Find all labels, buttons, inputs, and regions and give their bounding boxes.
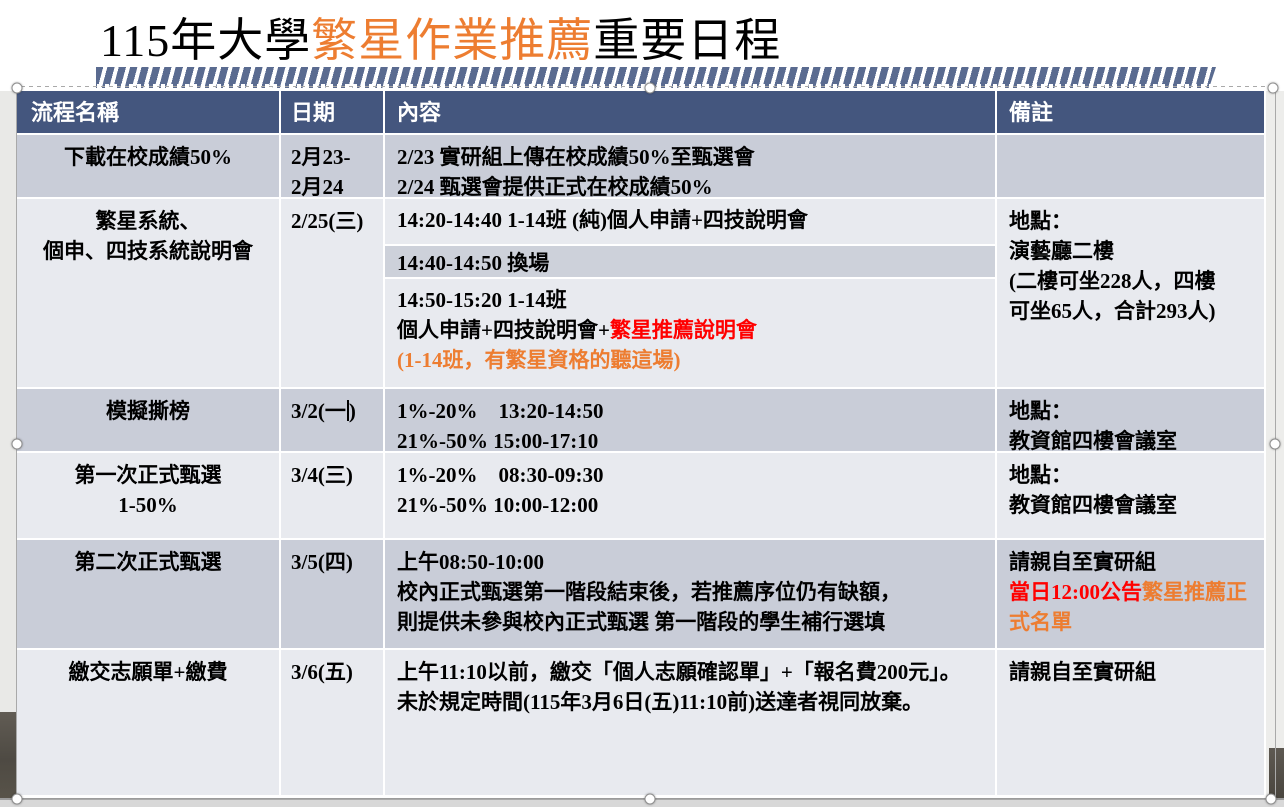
cell-content[interactable]: 2/23 實研組上傳在校成績50%至甄選會 2/24 甄選會提供正式在校成績50…	[385, 135, 997, 199]
selection-handle-top-right[interactable]	[1267, 82, 1279, 94]
cell-process-name[interactable]: 繁星系統、 個申、四技系統說明會	[17, 199, 281, 389]
cell-process-name[interactable]: 模擬撕榜	[17, 389, 281, 453]
cell-content[interactable]: 上午08:50-10:00 校內正式甄選第一階段結束後，若推薦序位仍有缺額， 則…	[385, 540, 997, 650]
orange-highlight-text: (1-14班，有繁星資格的聽這場)	[397, 348, 681, 372]
schedule-table[interactable]: 流程名稱 日期 內容 備註 下載在校成績50% 2月23- 2月24 2/23 …	[17, 91, 1266, 797]
cell-note[interactable]: 地點： 教資館四樓會議室	[997, 453, 1266, 540]
title-part-black2: 重要日程	[593, 15, 782, 66]
left-margin-strip	[0, 91, 17, 712]
cell-date[interactable]: 3/5(四)	[281, 540, 385, 650]
cell-date[interactable]: 3/4(三)	[281, 453, 385, 540]
cell-note[interactable]: 請親自至實研組 當日12:00公告繁星推薦正式名單	[997, 540, 1266, 650]
slide-title[interactable]: 115年大學繁星作業推薦重要日程	[100, 4, 781, 70]
cell-process-name[interactable]: 下載在校成績50%	[17, 135, 281, 199]
selection-handle-top-center[interactable]	[644, 82, 656, 94]
cell-content[interactable]: 14:20-14:40 1-14班 (純)個人申請+四技說明會 14:40-14…	[385, 199, 997, 389]
content-subrow[interactable]: 14:50-15:20 1-14班 個人申請+四技說明會+繁星推薦說明會 (1-…	[385, 279, 995, 387]
content-subrow[interactable]: 14:20-14:40 1-14班 (純)個人申請+四技說明會	[385, 199, 995, 246]
header-process-name[interactable]: 流程名稱	[17, 91, 281, 135]
selection-handle-middle-right[interactable]	[1269, 438, 1281, 450]
header-note[interactable]: 備註	[997, 91, 1266, 135]
cell-note[interactable]: 地點： 演藝廳二樓 (二樓可坐228人，四樓 可坐65人，合計293人)	[997, 199, 1266, 389]
cell-note[interactable]: 地點： 教資館四樓會議室	[997, 389, 1266, 453]
orange-highlight-text: 繁星推薦正式名單	[1009, 580, 1247, 634]
cell-process-name[interactable]: 第二次正式甄選	[17, 540, 281, 650]
cell-date[interactable]: 2月23- 2月24	[281, 135, 385, 199]
cell-date[interactable]: 3/2(一)	[281, 389, 385, 453]
selection-handle-bottom-left[interactable]	[11, 793, 23, 805]
selection-handle-bottom-right[interactable]	[1265, 793, 1277, 805]
content-subrow[interactable]: 14:40-14:50 換場	[385, 246, 995, 279]
cell-note[interactable]	[997, 135, 1266, 199]
header-content[interactable]: 內容	[385, 91, 997, 135]
cell-content[interactable]: 1%-20% 08:30-09:30 21%-50% 10:00-12:00	[385, 453, 997, 540]
title-part-black1: 115年大學	[100, 15, 312, 66]
background-texture-bottom-right	[1269, 748, 1284, 799]
cell-process-name[interactable]: 第一次正式甄選 1-50%	[17, 453, 281, 540]
title-part-orange: 繁星作業推薦	[311, 15, 594, 66]
cell-content[interactable]: 上午11:10以前，繳交「個人志願確認單」+「報名費200元」。 未於規定時間(…	[385, 650, 997, 797]
red-highlight-text: 繁星推薦說明會	[609, 318, 757, 342]
header-date[interactable]: 日期	[281, 91, 385, 135]
selection-handle-bottom-center[interactable]	[644, 793, 656, 805]
cell-process-name[interactable]: 繳交志願單+繳費	[17, 650, 281, 797]
cell-date[interactable]: 3/6(五)	[281, 650, 385, 797]
selection-handle-top-left[interactable]	[11, 82, 23, 94]
red-highlight-text: 當日12:00公告	[1009, 580, 1142, 604]
cell-note[interactable]: 請親自至實研組	[997, 650, 1266, 797]
cell-date[interactable]: 2/25(三)	[281, 199, 385, 389]
striped-ribbon-divider	[96, 67, 1216, 88]
selection-handle-middle-left[interactable]	[11, 438, 23, 450]
cell-content[interactable]: 1%-20% 13:20-14:50 21%-50% 15:00-17:10	[385, 389, 997, 453]
text-cursor	[346, 400, 349, 421]
below-slide-area	[0, 800, 1284, 807]
background-texture-bottom-left	[0, 712, 17, 799]
